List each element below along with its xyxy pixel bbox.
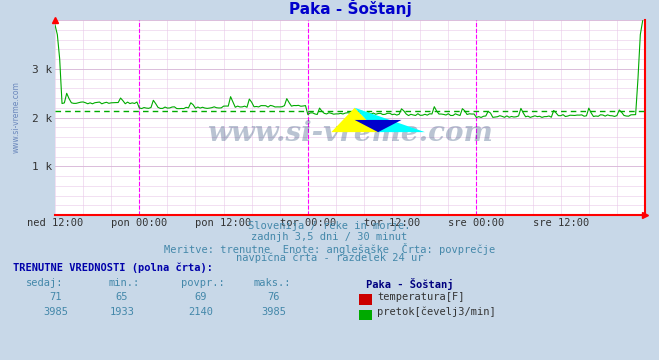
Text: 1933: 1933 [109,307,134,317]
Polygon shape [355,108,425,132]
Text: www.si-vreme.com: www.si-vreme.com [12,82,21,153]
Text: povpr.:: povpr.: [181,278,225,288]
Text: Slovenija / reke in morje.: Slovenija / reke in morje. [248,221,411,231]
Polygon shape [355,120,401,132]
Text: 3985: 3985 [261,307,286,317]
Text: pretok[čevelj3/min]: pretok[čevelj3/min] [377,307,496,317]
Text: sedaj:: sedaj: [26,278,64,288]
Text: 65: 65 [116,292,128,302]
Text: 69: 69 [195,292,207,302]
Text: 2140: 2140 [188,307,214,317]
Text: navpična črta - razdelek 24 ur: navpična črta - razdelek 24 ur [236,253,423,263]
Text: 76: 76 [268,292,279,302]
Title: Paka - Šoštanj: Paka - Šoštanj [289,0,411,17]
Text: Meritve: trenutne  Enote: anglešaške  Črta: povprečje: Meritve: trenutne Enote: anglešaške Črta… [164,243,495,255]
Text: TRENUTNE VREDNOSTI (polna črta):: TRENUTNE VREDNOSTI (polna črta): [13,263,213,273]
Text: min.:: min.: [109,278,140,288]
Text: zadnjh 3,5 dni / 30 minut: zadnjh 3,5 dni / 30 minut [251,232,408,242]
Text: www.si-vreme.com: www.si-vreme.com [207,120,493,147]
Text: 3985: 3985 [43,307,69,317]
Text: temperatura[F]: temperatura[F] [377,292,465,302]
Text: maks.:: maks.: [254,278,291,288]
Text: Paka - Šoštanj: Paka - Šoštanj [366,278,453,290]
Text: 71: 71 [50,292,62,302]
Polygon shape [331,108,378,132]
